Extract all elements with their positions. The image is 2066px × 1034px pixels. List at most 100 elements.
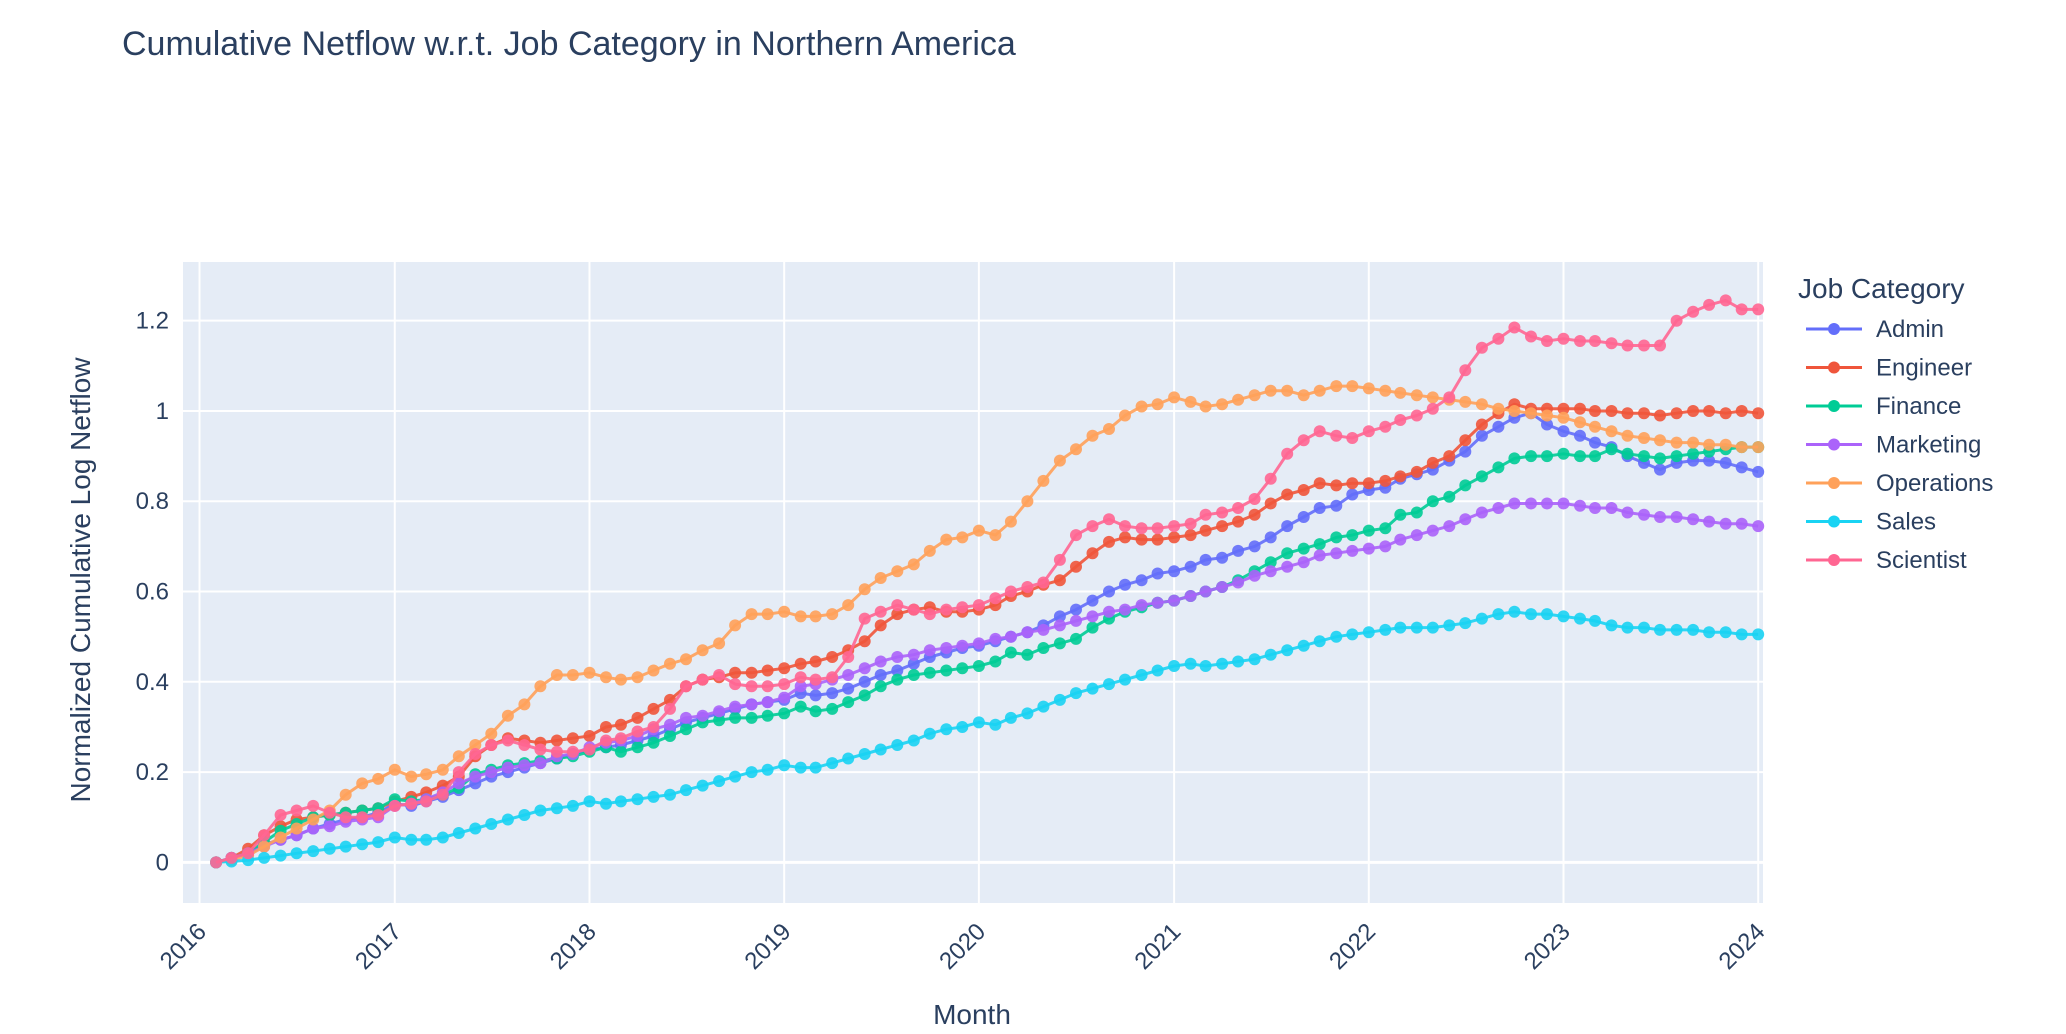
data-point: [1232, 544, 1245, 557]
data-point: [1621, 621, 1634, 634]
data-point: [1313, 635, 1326, 648]
data-point: [1264, 497, 1277, 510]
legend-label: Finance: [1876, 393, 1961, 420]
data-point: [1557, 425, 1570, 438]
data-point: [1264, 565, 1277, 578]
data-point: [1362, 626, 1375, 639]
data-point: [1103, 423, 1115, 435]
data-point: [1053, 574, 1066, 587]
data-point: [1621, 506, 1634, 519]
data-point: [1297, 556, 1310, 569]
data-point: [1248, 540, 1261, 553]
data-point: [1426, 391, 1439, 404]
data-point: [1557, 447, 1570, 460]
data-point: [1525, 608, 1537, 621]
data-point: [1184, 590, 1197, 602]
data-point: [501, 709, 514, 722]
data-point: [550, 669, 563, 681]
data-point: [1362, 524, 1375, 537]
data-point: [339, 788, 352, 801]
data-point: [1735, 441, 1748, 454]
data-point: [1654, 623, 1666, 636]
data-point: [1670, 623, 1683, 636]
data-point: [809, 655, 822, 668]
data-point: [1703, 405, 1716, 417]
legend-label: Engineer: [1876, 355, 1972, 382]
data-point: [972, 660, 985, 672]
y-tick-label: 0.2: [136, 759, 169, 786]
data-point: [1492, 420, 1505, 433]
y-tick-label: 0: [156, 849, 169, 876]
data-point: [1735, 461, 1748, 474]
x-tick-label: 2019: [740, 918, 797, 975]
data-point: [1184, 560, 1197, 573]
data-point: [1119, 578, 1131, 591]
data-point: [761, 680, 774, 693]
data-point: [842, 651, 855, 663]
legend-marker: [1828, 438, 1840, 451]
data-point: [1654, 409, 1666, 422]
data-point: [405, 833, 418, 846]
data-point: [1004, 646, 1017, 659]
data-point: [1735, 303, 1748, 316]
data-point: [485, 818, 498, 830]
data-point: [1589, 614, 1601, 627]
data-point: [972, 524, 985, 537]
data-point: [1199, 585, 1212, 598]
data-point: [258, 851, 271, 864]
data-point: [826, 608, 839, 621]
data-point: [1541, 450, 1553, 463]
y-tick-label: 1: [156, 398, 169, 425]
data-point: [874, 669, 887, 681]
data-point: [307, 822, 320, 835]
data-point: [891, 673, 904, 686]
data-point: [1492, 402, 1505, 415]
data-point: [1313, 538, 1326, 551]
data-point: [858, 583, 871, 596]
data-point: [258, 829, 271, 842]
data-point: [778, 678, 791, 691]
data-point: [1053, 454, 1066, 467]
data-point: [1232, 655, 1245, 668]
data-point: [1037, 623, 1050, 636]
data-point: [485, 739, 498, 751]
data-point: [1281, 520, 1294, 533]
data-point: [534, 804, 547, 817]
data-point: [1443, 490, 1456, 503]
legend-item-admin: Admin: [1806, 316, 1944, 343]
data-point: [1492, 332, 1505, 345]
data-point: [647, 790, 660, 803]
data-point: [1719, 407, 1732, 420]
data-point: [729, 619, 742, 632]
data-point: [761, 696, 774, 709]
data-point: [989, 632, 1002, 645]
data-point: [1379, 522, 1392, 535]
data-point: [1410, 506, 1423, 519]
data-point: [1638, 508, 1650, 521]
data-point: [826, 687, 839, 700]
data-point: [1151, 522, 1164, 535]
data-point: [842, 669, 855, 681]
data-point: [420, 795, 433, 808]
data-point: [1703, 298, 1716, 311]
data-point: [1119, 531, 1131, 544]
y-axis-title: Normalized Cumulative Log Netflow: [65, 357, 96, 803]
data-point: [874, 605, 887, 618]
data-point: [1541, 335, 1553, 347]
data-point: [518, 698, 531, 711]
data-point: [1687, 513, 1700, 526]
data-point: [1070, 632, 1082, 645]
data-point: [485, 766, 498, 779]
data-point: [972, 599, 985, 612]
data-point: [566, 669, 579, 681]
data-point: [1410, 529, 1423, 542]
data-point: [858, 748, 871, 760]
data-point: [907, 669, 920, 681]
data-point: [1621, 407, 1634, 420]
data-point: [1605, 337, 1618, 350]
data-point: [858, 675, 871, 688]
data-point: [1199, 660, 1212, 672]
data-point: [1492, 502, 1505, 514]
data-point: [1232, 576, 1245, 589]
data-point: [647, 736, 660, 749]
